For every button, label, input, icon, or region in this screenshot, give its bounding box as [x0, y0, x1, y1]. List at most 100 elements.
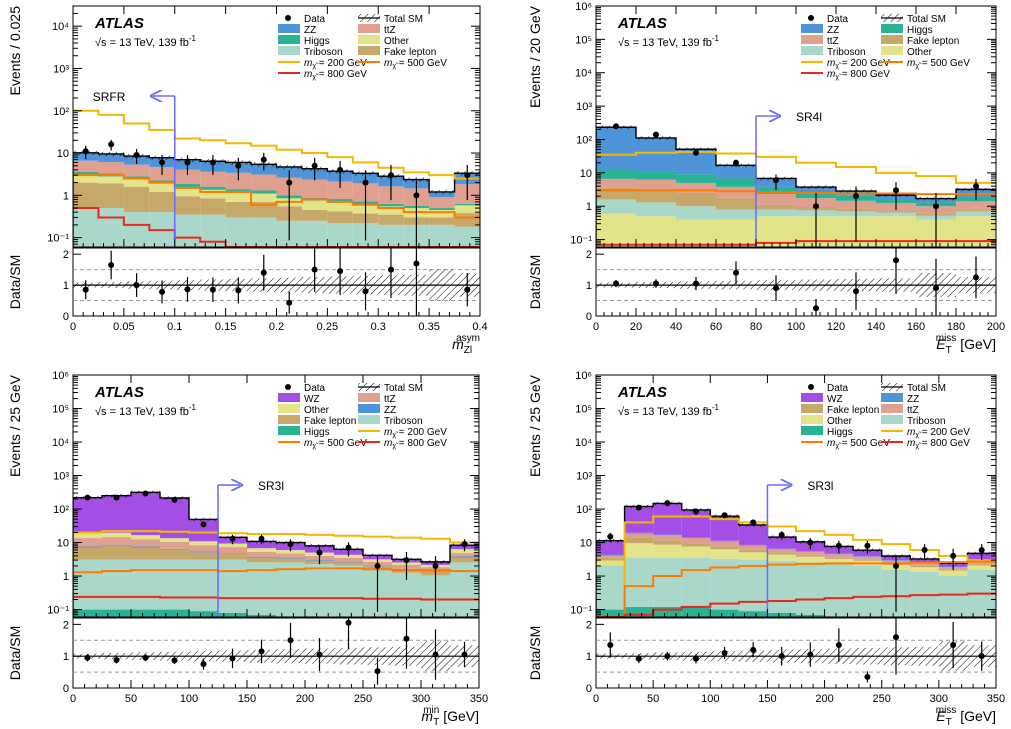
legend-label: Higgs	[304, 427, 330, 438]
bar-ttz	[73, 160, 99, 172]
bar-ttz	[653, 535, 682, 541]
legend-swatch	[278, 35, 300, 44]
experiment-label: ATLAS	[94, 15, 144, 32]
y-tick-label: 10⁻¹	[47, 233, 69, 245]
bar-higgs	[73, 171, 99, 176]
legend-swatch	[801, 426, 823, 435]
data-point	[113, 494, 120, 501]
data-point	[750, 519, 757, 526]
data-point	[853, 193, 859, 200]
data-point	[464, 172, 471, 179]
experiment-label: ATLAS	[617, 384, 667, 401]
ratio-point	[432, 651, 439, 658]
ratio-point	[113, 657, 120, 663]
y-tick-label: 10⁵	[575, 404, 592, 416]
data-point	[159, 159, 166, 166]
legend-item: mχ̃ = 200 GeV	[801, 58, 890, 70]
ratio-point	[635, 655, 642, 662]
legend-label: Triboson	[827, 47, 866, 58]
y-axis-label: Events / 20 GeV	[527, 5, 543, 108]
bar-other	[98, 176, 124, 184]
bar-zz	[796, 551, 825, 552]
legend-swatch	[358, 393, 380, 402]
ratio-point	[311, 266, 318, 273]
ratio-point	[613, 280, 619, 287]
bar-ttz	[218, 547, 247, 554]
bar-other	[301, 200, 328, 210]
legend-item: Triboson	[358, 415, 423, 427]
bar-other	[967, 565, 996, 570]
bar-wz	[738, 524, 768, 545]
region-label: SR3l	[807, 479, 833, 493]
bar-fake-lepton	[938, 569, 968, 571]
data-point	[432, 562, 439, 569]
bar-triboson	[301, 220, 328, 247]
ratio-y-tick-label: 0	[586, 683, 592, 695]
bar-ttz	[624, 533, 654, 539]
x-tick-label: 60	[710, 321, 722, 333]
bar-ttz	[174, 169, 201, 185]
ratio-y-tick-label: 2	[586, 619, 592, 631]
bar-triboson	[429, 224, 455, 247]
ratio-y-tick-label: 2	[586, 249, 592, 261]
legend-item: Total SM	[881, 383, 946, 394]
legend-item: Other	[881, 46, 933, 58]
legend-swatch	[801, 35, 823, 44]
legend-label: Higgs	[304, 36, 330, 47]
y-tick-label: 10	[580, 538, 592, 550]
x-tick-label: 160	[907, 321, 925, 333]
y-tick-label: 10²	[576, 504, 592, 516]
legend-item: Total SM	[881, 14, 946, 25]
ratio-point	[653, 280, 659, 287]
legend-item: mχ̃ = 800 GeV	[358, 438, 447, 450]
bar-ttz	[429, 197, 455, 209]
legend-item: Fake lepton	[801, 404, 879, 416]
data-point	[733, 159, 739, 166]
bar-zz	[596, 554, 625, 556]
legend-item: mχ̃ = 200 GeV	[881, 427, 970, 439]
bar-other	[160, 538, 189, 542]
ratio-point	[403, 635, 410, 642]
bar-other	[429, 209, 455, 218]
ratio-point	[337, 268, 344, 275]
x-tick-label: 140	[867, 321, 885, 333]
main-plot-area	[73, 490, 479, 617]
ratio-point	[778, 653, 785, 660]
legend-label: mχ̃ = 500 GeV	[384, 58, 447, 70]
y-tick-label: 10⁶	[52, 370, 69, 382]
data-point	[235, 162, 242, 169]
bar-wz	[102, 495, 131, 533]
legend-swatch	[278, 46, 300, 55]
legend-label: Total SM	[907, 14, 946, 25]
y-tick-label: 10	[580, 168, 592, 180]
bar-other	[73, 533, 102, 539]
bar-ttz	[450, 553, 479, 557]
ratio-point	[82, 286, 89, 293]
legend-label: ttZ	[827, 36, 839, 47]
y-axis-label: Events / 0.025	[7, 6, 23, 96]
data-point	[613, 123, 619, 130]
legend-item: Data	[808, 14, 849, 25]
bar-wz	[710, 516, 739, 541]
bar-higgs	[174, 184, 201, 188]
ratio-point	[664, 653, 671, 660]
bar-higgs	[429, 208, 455, 210]
ratio-point	[413, 260, 420, 267]
bar-ttz	[200, 171, 226, 187]
bar-fake-lepton	[149, 191, 175, 213]
ratio-y-axis-label: Data/SM	[527, 255, 543, 309]
data-point	[933, 203, 939, 210]
total-sm-line	[596, 126, 996, 247]
bar-other	[149, 183, 175, 192]
bar-triboson	[174, 214, 201, 247]
bar-higgs	[247, 614, 276, 617]
main-plot-area	[73, 109, 480, 247]
ratio-point	[733, 269, 739, 276]
legend-label: Fake lepton	[304, 416, 356, 427]
ratio-y-axis-label: Data/SM	[527, 626, 543, 680]
bar-fake-lepton	[160, 549, 189, 560]
legend-label: mχ̃ = 500 GeV	[827, 438, 890, 450]
bar-triboson	[334, 565, 363, 617]
data-point	[142, 490, 149, 497]
y-axis-label: Events / 25 GeV	[7, 374, 23, 477]
